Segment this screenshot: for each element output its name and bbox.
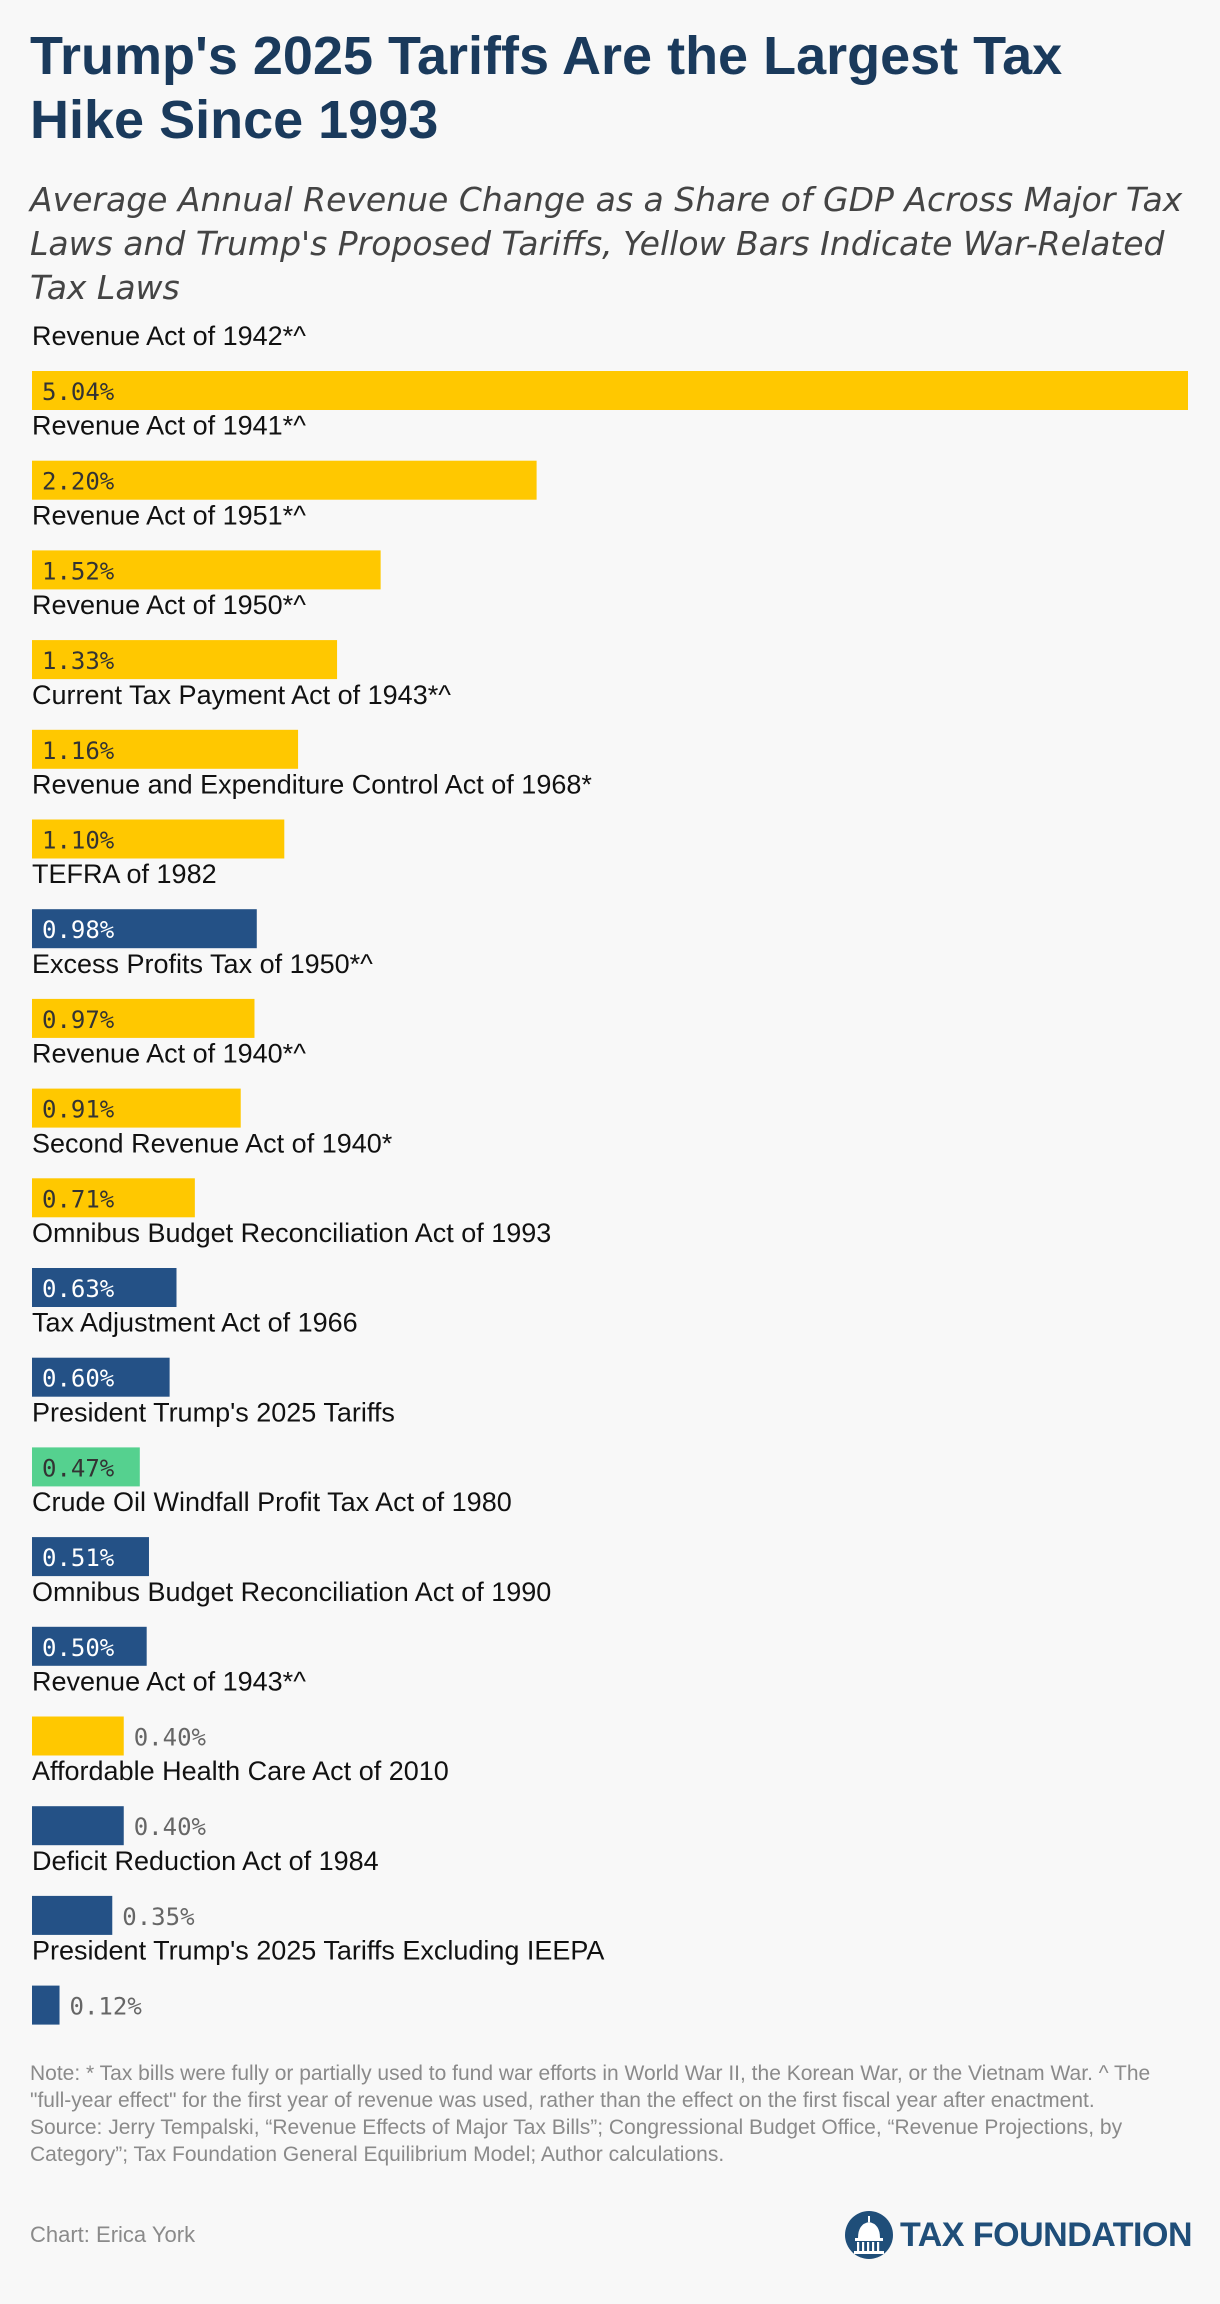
category-label: Revenue Act of 1940*^ xyxy=(32,1039,306,1069)
chart-note: Note: * Tax bills were fully or partiall… xyxy=(30,2062,1151,2112)
category-label: Omnibus Budget Reconciliation Act of 199… xyxy=(32,1577,551,1607)
value-label: 0.47% xyxy=(42,1454,115,1482)
bar xyxy=(32,1895,113,1935)
bar xyxy=(32,1447,140,1487)
bar-chart: Revenue Act of 1942*^ 5.04% Revenue Act of… xyxy=(32,321,1188,2025)
value-label: 0.51% xyxy=(42,1544,115,1572)
value-label: 0.40% xyxy=(134,1813,207,1841)
category-label: Excess Profits Tax of 1950*^ xyxy=(32,949,373,979)
value-label: 0.97% xyxy=(42,1006,115,1034)
value-label: 1.33% xyxy=(42,647,115,675)
bar xyxy=(32,1537,149,1577)
bar xyxy=(32,729,299,769)
value-label: 1.52% xyxy=(42,557,115,585)
value-label: 0.63% xyxy=(42,1275,115,1303)
bar xyxy=(32,1985,60,2025)
bar xyxy=(32,1806,124,1846)
value-label: 0.60% xyxy=(42,1365,115,1393)
category-label: Revenue Act of 1943*^ xyxy=(32,1667,306,1697)
chart-source: Source: Jerry Tempalski, “Revenue Effect… xyxy=(30,2116,1123,2166)
category-label: Revenue Act of 1951*^ xyxy=(32,500,306,530)
value-label: 1.10% xyxy=(42,827,115,855)
bar xyxy=(32,1178,195,1218)
category-label: Revenue Act of 1942*^ xyxy=(32,321,306,351)
category-label: Tax Adjustment Act of 1966 xyxy=(32,1308,358,1338)
category-label: Crude Oil Windfall Profit Tax Act of 198… xyxy=(32,1487,512,1517)
bar xyxy=(32,1357,170,1397)
bar xyxy=(32,371,1188,410)
bar xyxy=(32,1268,177,1307)
bar xyxy=(32,1716,124,1756)
bar xyxy=(32,909,257,949)
chart-notes: Note: * Tax bills were fully or partiall… xyxy=(30,2060,1190,2168)
category-label: Revenue and Expenditure Control Act of 1… xyxy=(32,770,592,800)
bar xyxy=(32,640,338,680)
bar xyxy=(32,819,285,859)
category-label: Revenue Act of 1950*^ xyxy=(32,590,306,620)
category-label: Revenue Act of 1941*^ xyxy=(32,411,306,441)
bar xyxy=(32,998,255,1038)
chart-title: Trump's 2025 Tariffs Are the Largest Tax… xyxy=(30,26,1063,150)
bar xyxy=(32,1088,241,1128)
category-label: Affordable Health Care Act of 2010 xyxy=(32,1756,449,1786)
value-label: 0.12% xyxy=(70,1993,143,2021)
category-label: TEFRA of 1982 xyxy=(32,859,217,889)
value-label: 0.98% xyxy=(42,916,115,944)
chart-subtitle: Average Annual Revenue Change as a Share… xyxy=(30,180,1183,307)
value-label: 0.71% xyxy=(42,1185,115,1213)
category-label: Second Revenue Act of 1940* xyxy=(32,1128,393,1158)
category-label: Omnibus Budget Reconciliation Act of 199… xyxy=(32,1218,551,1248)
bar xyxy=(32,460,537,500)
value-label: 0.35% xyxy=(122,1903,195,1931)
category-label: President Trump's 2025 Tariffs xyxy=(32,1397,395,1427)
bar xyxy=(32,1626,147,1666)
category-label: President Trump's 2025 Tariffs Excluding… xyxy=(32,1936,604,1966)
capitol-dome-icon xyxy=(844,2211,893,2259)
bar xyxy=(32,550,381,590)
value-label: 2.20% xyxy=(42,468,115,496)
value-label: 1.16% xyxy=(42,737,115,765)
value-label: 0.91% xyxy=(42,1096,115,1124)
value-label: 0.50% xyxy=(42,1634,115,1662)
value-label: 0.40% xyxy=(134,1724,207,1752)
tax-foundation-logo: TAX FOUNDATION xyxy=(844,2210,1193,2260)
category-label: Current Tax Payment Act of 1943*^ xyxy=(32,680,451,710)
category-label: Deficit Reduction Act of 1984 xyxy=(32,1846,379,1876)
logo-wordmark: TAX FOUNDATION xyxy=(899,2215,1193,2254)
chart-byline: Chart: Erica York xyxy=(30,2222,196,2247)
value-label: 5.04% xyxy=(42,378,115,406)
